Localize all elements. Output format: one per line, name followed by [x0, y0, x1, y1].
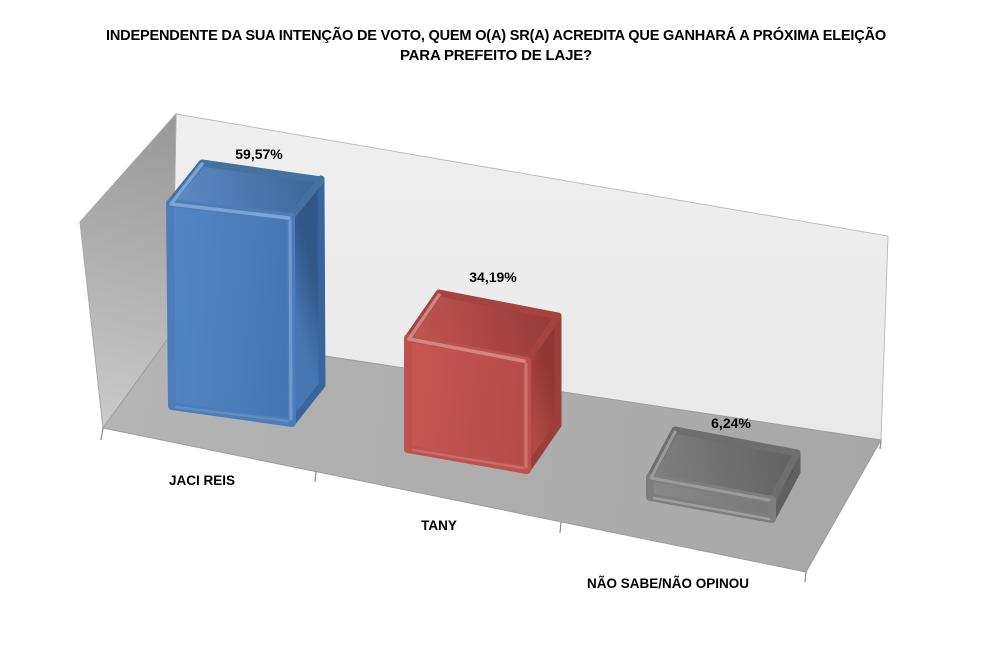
category-label-tany: TANY: [421, 518, 457, 533]
category-label-nao-sabe: NÃO SABE/NÃO OPINOU: [587, 576, 749, 591]
value-label-tany: 34,19%: [469, 269, 517, 285]
chart-title-line-1: INDEPENDENTE DA SUA INTENÇÃO DE VOTO, QU…: [106, 26, 887, 44]
bar-tany-bottom-edge-highlight: [411, 448, 525, 470]
bar-tany-bevel-highlight: [407, 293, 526, 363]
bar-jaci-reis-bottom-edge-highlight: [174, 405, 290, 423]
bar-jaci-reis-bevel-highlight: [169, 162, 291, 220]
category-axis-ticks: [100, 427, 882, 583]
bar-tany: [404, 289, 562, 474]
axis-tick-left-corner: [100, 427, 104, 441]
bar-nao-sabe: [646, 426, 801, 523]
category-label-jaci-reis: JACI REIS: [169, 473, 235, 488]
chart-title-line-2: PARA PREFEITO DE LAJE?: [400, 47, 592, 64]
bar-jaci-reis-front-face: [166, 199, 296, 427]
bar-nao-sabe-bevel-highlight: [649, 430, 771, 502]
axis-tick-back-right-corner: [879, 440, 882, 450]
axis-tick-right-corner: [804, 571, 807, 583]
bar-jaci-reis-right-edge-highlight: [288, 219, 293, 421]
value-label-jaci-reis: 59,57%: [235, 146, 283, 162]
bar-nao-sabe-bottom-edge-highlight: [652, 496, 771, 521]
axis-tick-1: [314, 470, 317, 483]
bar-jaci-reis: [166, 159, 326, 427]
axis-tick-2: [559, 521, 562, 534]
value-label-nao-sabe: 6,24%: [711, 415, 751, 431]
